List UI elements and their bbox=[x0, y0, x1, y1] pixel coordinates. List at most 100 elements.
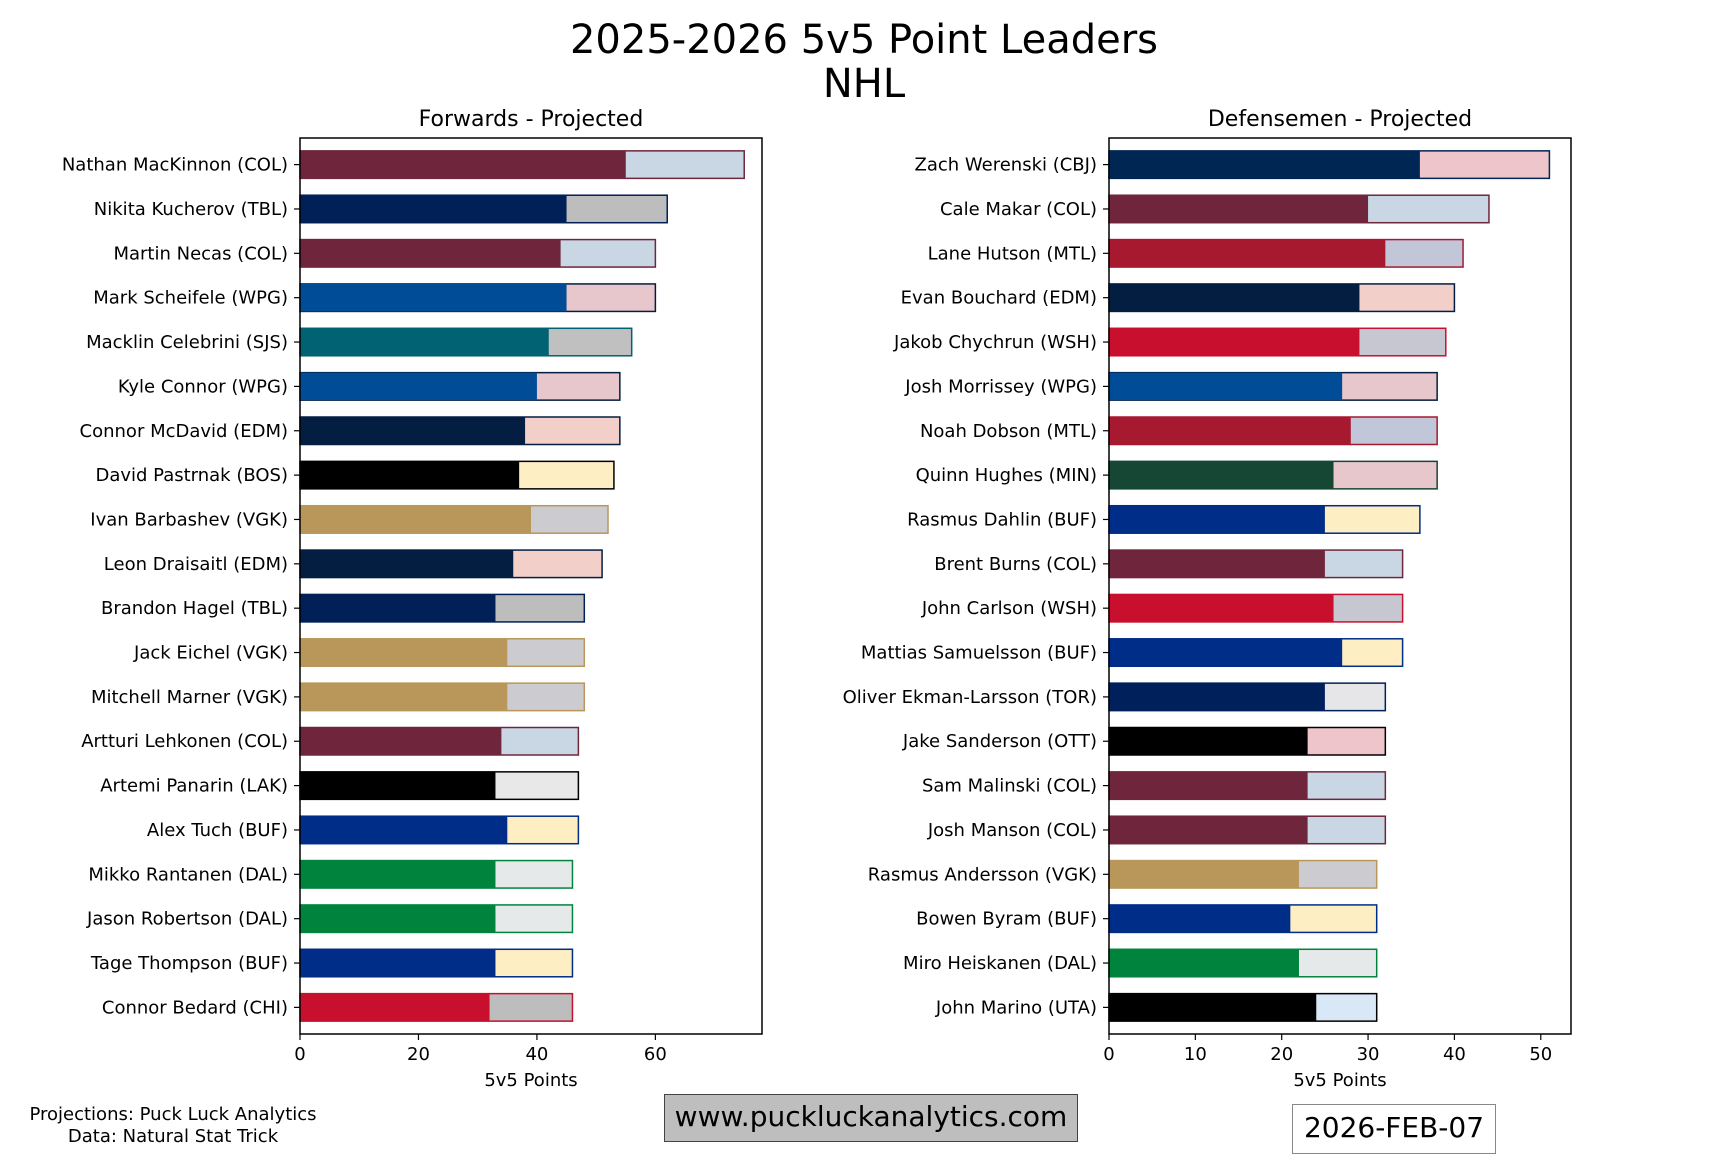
current-bar bbox=[1109, 283, 1360, 312]
chart-title: 2025-2026 5v5 Point Leaders bbox=[569, 17, 1159, 63]
bar-row: Jason Robertson (DAL) bbox=[86, 904, 574, 934]
current-bar bbox=[300, 727, 502, 755]
bar-row: Sam Malinski (COL) bbox=[922, 771, 1387, 801]
current-bar bbox=[1109, 816, 1308, 844]
x-tick-label: 40 bbox=[1443, 1044, 1466, 1065]
bar-row: Alex Tuch (BUF) bbox=[147, 815, 580, 845]
x-tick-label: 50 bbox=[1529, 1044, 1552, 1065]
y-tick-label: Oliver Ekman-Larsson (TOR) bbox=[843, 687, 1097, 708]
current-bar bbox=[1109, 372, 1343, 401]
y-tick-label: Leon Draisaitl (EDM) bbox=[104, 554, 288, 575]
bar-row: Mitchell Marner (VGK) bbox=[91, 682, 586, 712]
y-tick-label: Sam Malinski (COL) bbox=[922, 776, 1097, 797]
current-bar bbox=[300, 372, 537, 401]
bar-row: Tage Thompson (BUF) bbox=[90, 948, 574, 978]
y-tick-label: Zach Werenski (CBJ) bbox=[915, 155, 1098, 176]
bar-row: Connor McDavid (EDM) bbox=[80, 416, 621, 446]
x-tick-label: 20 bbox=[1270, 1044, 1293, 1065]
x-tick-label: 30 bbox=[1357, 1044, 1380, 1065]
bar-row: Mattias Samuelsson (BUF) bbox=[861, 638, 1404, 668]
current-bar bbox=[1109, 683, 1325, 711]
panel-1: Defensemen - Projected Zach Werenski (CBJ… bbox=[843, 107, 1572, 1091]
y-tick-label: Brent Burns (COL) bbox=[934, 554, 1097, 575]
current-bar bbox=[300, 816, 508, 844]
panel-title: Forwards - Projected bbox=[419, 107, 644, 132]
y-tick-label: John Marino (UTA) bbox=[935, 997, 1097, 1018]
current-bar bbox=[1109, 638, 1343, 667]
current-bar bbox=[300, 550, 514, 578]
y-tick-label: Rasmus Dahlin (BUF) bbox=[907, 509, 1097, 530]
current-bar bbox=[1109, 195, 1369, 223]
current-bar bbox=[1109, 505, 1325, 534]
bar-row: Oliver Ekman-Larsson (TOR) bbox=[843, 682, 1387, 712]
data-credit: Data: Natural Stat Trick bbox=[67, 1126, 279, 1147]
bar-row: Nikita Kucherov (TBL) bbox=[94, 194, 668, 224]
y-tick-label: Jack Eichel (VGK) bbox=[133, 643, 288, 664]
bar-row: Jake Sanderson (OTT) bbox=[902, 726, 1387, 756]
bar-row: Macklin Celebrini (SJS) bbox=[86, 327, 633, 357]
y-tick-label: Jakob Chychrun (WSH) bbox=[893, 332, 1097, 353]
current-bar bbox=[1109, 771, 1308, 800]
y-tick-label: Artturi Lehkonen (COL) bbox=[81, 731, 288, 752]
current-bar bbox=[300, 417, 526, 445]
bar-row: Jack Eichel (VGK) bbox=[133, 638, 586, 668]
y-tick-label: Miro Heiskanen (DAL) bbox=[903, 953, 1097, 974]
bar-row: Lane Hutson (MTL) bbox=[928, 238, 1464, 268]
y-tick-label: Mark Scheifele (WPG) bbox=[93, 288, 288, 309]
y-tick-label: Jason Robertson (DAL) bbox=[86, 909, 288, 930]
y-tick-label: Bowen Byram (BUF) bbox=[916, 909, 1097, 930]
bar-row: Evan Bouchard (EDM) bbox=[901, 283, 1456, 313]
bar-row: Artturi Lehkonen (COL) bbox=[81, 726, 580, 756]
x-tick-label: 0 bbox=[294, 1044, 305, 1065]
panel-title: Defensemen - Projected bbox=[1208, 107, 1472, 132]
y-tick-label: Martin Necas (COL) bbox=[113, 243, 288, 264]
current-bar bbox=[1109, 461, 1334, 489]
y-tick-label: Connor Bedard (CHI) bbox=[102, 997, 288, 1018]
y-tick-label: Mitchell Marner (VGK) bbox=[91, 687, 288, 708]
bar-row: Rasmus Dahlin (BUF) bbox=[907, 504, 1421, 534]
bar-row: David Pastrnak (BOS) bbox=[95, 460, 615, 490]
bar-row: John Marino (UTA) bbox=[935, 992, 1378, 1022]
current-bar bbox=[1109, 239, 1386, 268]
x-axis-label: 5v5 Points bbox=[1293, 1070, 1386, 1091]
current-bar bbox=[300, 195, 567, 223]
current-bar bbox=[300, 461, 520, 489]
y-tick-label: Josh Morrissey (WPG) bbox=[904, 376, 1097, 397]
y-tick-label: John Carlson (WSH) bbox=[921, 598, 1097, 619]
y-tick-label: Jake Sanderson (OTT) bbox=[902, 731, 1097, 752]
y-tick-label: Cale Makar (COL) bbox=[940, 199, 1097, 220]
bar-row: Jakob Chychrun (WSH) bbox=[893, 327, 1447, 357]
bar-row: Leon Draisaitl (EDM) bbox=[104, 549, 603, 579]
current-bar bbox=[1109, 328, 1360, 356]
y-tick-label: Mikko Rantanen (DAL) bbox=[88, 864, 288, 885]
current-bar bbox=[300, 993, 490, 1022]
bar-row: Ivan Barbashev (VGK) bbox=[90, 504, 609, 534]
y-tick-label: Macklin Celebrini (SJS) bbox=[86, 332, 288, 353]
x-tick-label: 60 bbox=[644, 1044, 667, 1065]
website-link[interactable]: www.puckluckanalytics.com bbox=[664, 1094, 1078, 1142]
current-bar bbox=[1109, 949, 1299, 977]
current-bar bbox=[300, 683, 508, 711]
bar-row: Noah Dobson (MTL) bbox=[920, 416, 1438, 446]
current-bar bbox=[1109, 550, 1325, 578]
current-bar bbox=[300, 594, 496, 622]
y-tick-label: Alex Tuch (BUF) bbox=[147, 820, 288, 841]
bar-row: Kyle Connor (WPG) bbox=[118, 371, 621, 401]
y-tick-label: Evan Bouchard (EDM) bbox=[901, 288, 1097, 309]
bar-row: Mark Scheifele (WPG) bbox=[93, 283, 657, 313]
y-tick-label: David Pastrnak (BOS) bbox=[95, 465, 288, 486]
y-tick-label: Josh Manson (COL) bbox=[927, 820, 1097, 841]
current-bar bbox=[300, 904, 496, 933]
bar-row: Artemi Panarin (LAK) bbox=[100, 771, 580, 801]
current-bar bbox=[300, 638, 508, 667]
x-tick-label: 10 bbox=[1184, 1044, 1207, 1065]
current-bar bbox=[300, 860, 496, 889]
bar-row: Zach Werenski (CBJ) bbox=[915, 150, 1551, 180]
y-tick-label: Tage Thompson (BUF) bbox=[90, 953, 288, 974]
bar-row: Bowen Byram (BUF) bbox=[916, 904, 1378, 934]
bar-row: Nathan MacKinnon (COL) bbox=[62, 150, 745, 180]
bar-row: Martin Necas (COL) bbox=[113, 238, 657, 268]
current-bar bbox=[1109, 727, 1308, 755]
current-bar bbox=[300, 505, 531, 534]
current-bar bbox=[300, 283, 567, 312]
